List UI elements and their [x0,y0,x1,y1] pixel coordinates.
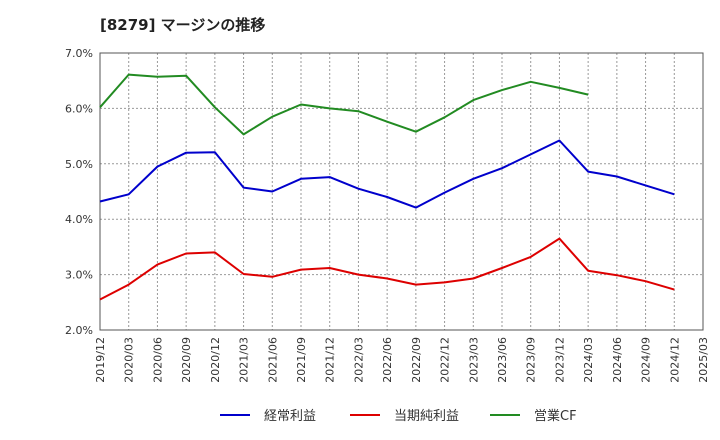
chart-title: [8279] マージンの推移 [100,16,266,34]
x-tick-label: 2024/12 [668,337,681,383]
x-tick-label: 2021/06 [266,337,279,383]
x-tick-label: 2024/09 [640,337,653,383]
x-tick-label: 2022/12 [439,337,452,383]
x-tick-label: 2024/03 [582,337,595,383]
plot-area-frame [99,52,704,331]
x-tick-label: 2021/03 [238,337,251,383]
x-tick-label: 2024/06 [611,337,624,383]
x-tick-label: 2020/12 [209,337,222,383]
legend: 経常利益 当期純利益 営業CF [220,408,577,424]
y-tick-label: 7.0% [65,47,93,60]
x-tick-label: 2022/06 [381,337,394,383]
x-tick-label: 2023/09 [525,337,538,383]
legend-label-2: 当期純利益 [394,409,459,424]
x-tick-label: 2025/03 [697,337,710,383]
legend-label-3: 営業CF [534,408,577,424]
y-tick-label: 4.0% [65,213,93,226]
x-tick-label: 2021/12 [324,337,337,383]
x-tick-label: 2023/12 [553,337,566,383]
x-tick-label: 2019/12 [94,337,107,383]
series-line-1 [99,139,675,209]
y-axis-ticks: 2.0% 3.0% 4.0% 5.0% 6.0% 7.0% [65,47,93,337]
x-tick-label: 2020/03 [123,337,136,383]
x-tick-label: 2022/03 [352,337,365,383]
series-lines [99,73,675,301]
y-tick-label: 3.0% [65,269,93,282]
x-tick-label: 2023/06 [496,337,509,383]
x-axis-ticks: 2019/12 2020/03 2020/06 2020/09 2020/12 2021/… [94,337,710,383]
x-tick-label: 2020/09 [180,337,193,383]
x-tick-label: 2020/06 [151,337,164,383]
legend-label-1: 経常利益 [264,409,316,424]
y-tick-label: 6.0% [65,102,93,115]
x-tick-label: 2022/09 [410,337,423,383]
x-tick-label: 2021/09 [295,337,308,383]
series-line-2 [99,237,675,301]
x-tick-label: 2023/03 [467,337,480,383]
series-line-3 [99,73,589,136]
y-tick-label: 2.0% [65,324,93,337]
grid-lines [99,52,704,331]
y-tick-label: 5.0% [65,158,93,171]
